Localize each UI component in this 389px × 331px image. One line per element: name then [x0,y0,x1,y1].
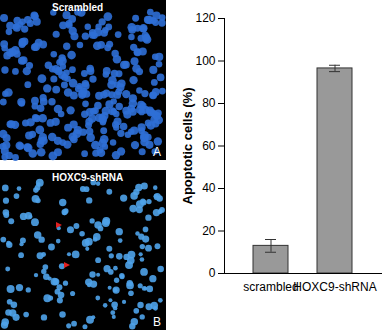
svg-text:40: 40 [202,181,216,195]
svg-text:100: 100 [195,54,215,68]
svg-text:80: 80 [202,96,216,110]
svg-text:B: B [153,315,161,329]
svg-text:Apoptotic cells (%): Apoptotic cells (%) [180,87,195,204]
svg-text:20: 20 [202,224,216,238]
svg-text:60: 60 [202,139,216,153]
svg-text:A: A [153,145,161,159]
svg-text:Scrambled: Scrambled [52,2,103,13]
svg-text:HOXC9-shRNA: HOXC9-shRNA [52,172,123,183]
svg-text:HOXC9-shRNA: HOXC9-shRNA [293,280,376,294]
svg-text:scrambled: scrambled [243,280,298,294]
svg-text:0: 0 [209,266,216,280]
svg-text:120: 120 [195,11,215,25]
